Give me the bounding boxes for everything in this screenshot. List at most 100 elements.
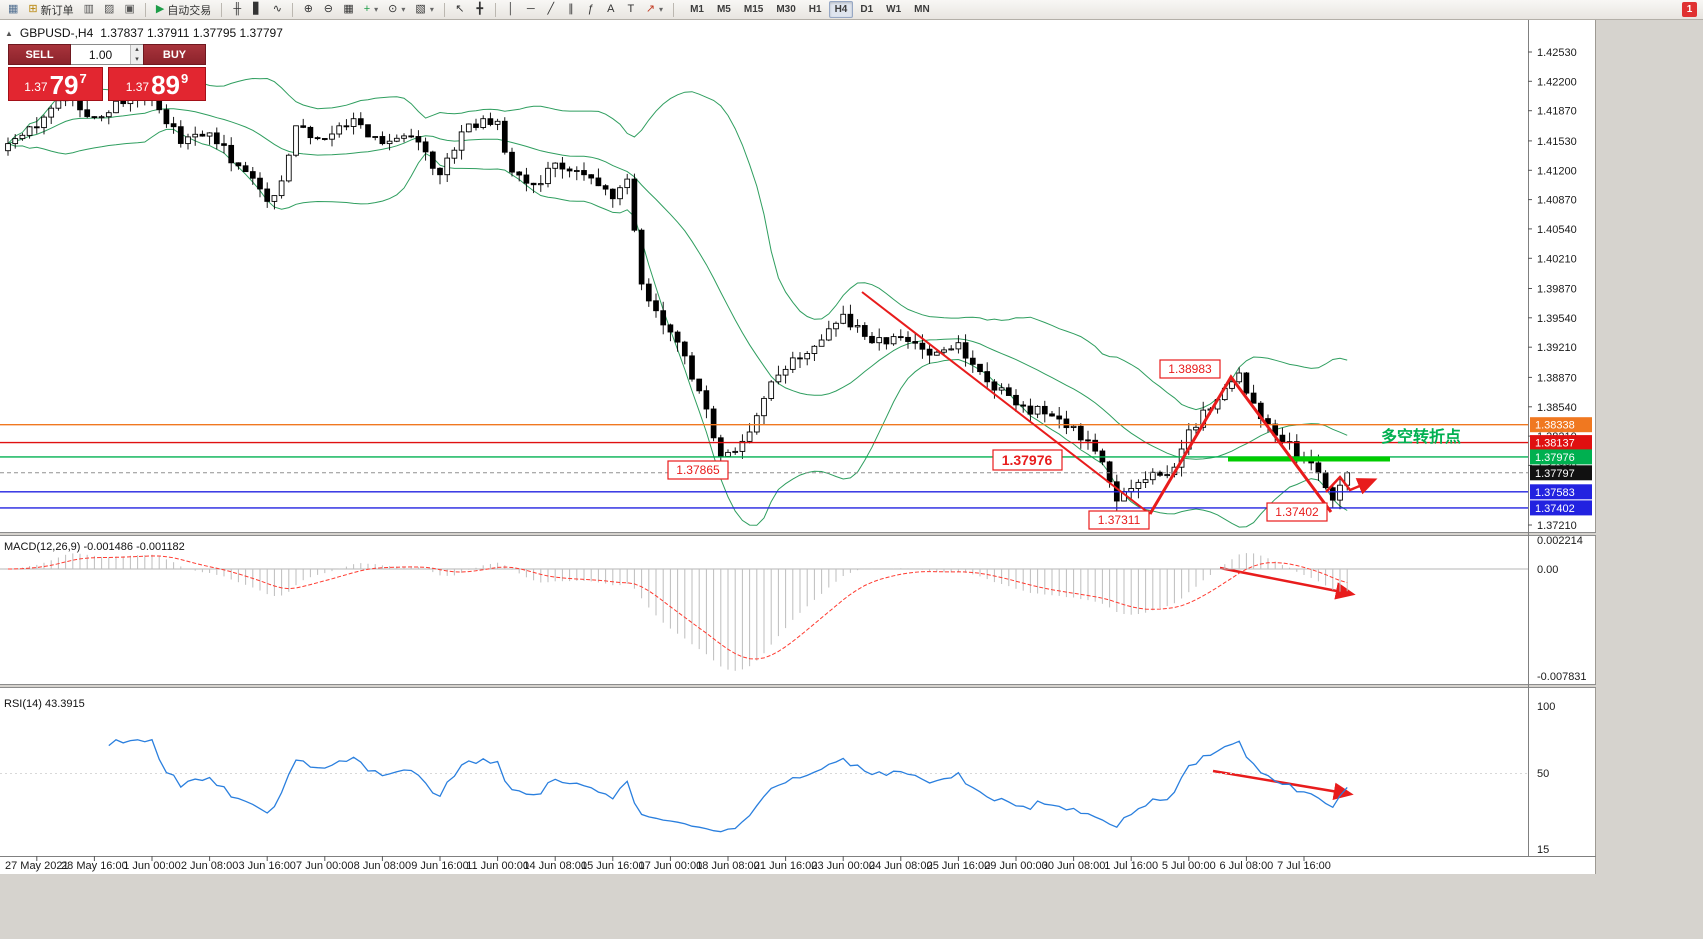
time-axis-label: 7 Jun 00:00	[296, 860, 354, 872]
volume-field: ▴ ▾	[71, 44, 143, 65]
volume-input[interactable]	[71, 45, 130, 64]
buy-price-prefix: 1.37	[125, 80, 150, 94]
templates-menu-icon: ▧	[415, 3, 426, 15]
profiles-button[interactable]: ▨	[100, 1, 118, 18]
sell-price-button[interactable]: 1.37 79 7	[8, 67, 103, 101]
price-axis-tick: 1.40210	[1537, 253, 1577, 265]
indicators-add-button[interactable]: + ▾	[360, 1, 382, 18]
time-axis-label: 11 Jun 00:00	[466, 860, 529, 872]
zoom-in-button[interactable]: ⊕	[299, 1, 317, 18]
data-window-button[interactable]: ▣	[120, 1, 138, 18]
vertical-line-tool-button[interactable]: │	[502, 1, 520, 18]
time-axis-label: 23 Jun 00:00	[811, 860, 875, 872]
volume-increase-button[interactable]: ▴	[131, 45, 143, 55]
tile-windows-button[interactable]: ▦	[339, 1, 357, 18]
time-axis-label: 1 Jun 00:00	[123, 860, 181, 872]
axes: 1.42530 1.42200 1.41870 1.41530 1.41200 1.408…	[0, 20, 1596, 872]
text-tool-button[interactable]: A	[602, 1, 620, 18]
crosshair-tool-button[interactable]: ╋	[471, 1, 489, 18]
timeframe-mn-button[interactable]: MN	[914, 4, 930, 15]
equidistant-channel-tool-button[interactable]: ∥	[562, 1, 580, 18]
trend-arrow[interactable]	[1219, 566, 1356, 600]
trend-arrow[interactable]	[1325, 475, 1378, 495]
rsi-panel	[0, 738, 1528, 833]
zoom-out-button[interactable]: ⊖	[319, 1, 337, 18]
zoom-out-icon: ⊖	[323, 3, 333, 15]
time-axis-label: 5 Jul 00:00	[1162, 860, 1216, 872]
arrows-tool-icon: ↗	[645, 3, 656, 15]
new-order-button[interactable]: ⊞ 新订单	[24, 1, 77, 18]
chart-ohlc-values: 1.37837 1.37911 1.37795 1.37797	[100, 26, 283, 40]
rsi-axis-tick: 100	[1537, 701, 1555, 713]
price-callouts: 1.38983 1.37976 1.37865 1.37311 1.37402 多空转折点	[667, 359, 1461, 530]
cursor-tool-icon: ↖	[455, 3, 465, 15]
volume-decrease-button[interactable]: ▾	[131, 54, 143, 64]
timeframe-h4-button[interactable]: H4	[828, 1, 854, 18]
toolbar: ▦ ⊞ 新订单 ▥ ▨ ▣ ▶ 自动交易 ╫ ▋ ∿ ⊕ ⊖ ▦ + ▾ ⊙ ▾ ▧ ▾ ↖ ╋ │ ─ ╱ ∥ ƒ A T ↗ ▾ M1 M…	[0, 0, 1703, 20]
zoom-in-icon: ⊕	[303, 3, 313, 15]
timeframe-m5-button[interactable]: M5	[716, 4, 731, 15]
price-axis-tick: 1.41530	[1537, 136, 1577, 148]
price-axis-tick: 1.41200	[1537, 165, 1577, 177]
line-chart-mode-button[interactable]: ∿	[268, 1, 286, 18]
level-price-badge: 1.37402	[1535, 503, 1575, 515]
trade-panel-toggle-icon[interactable]: ▲	[5, 28, 13, 38]
trend-arrow[interactable]	[1148, 374, 1333, 515]
timeframe-m1-button[interactable]: M1	[690, 4, 704, 15]
bar-chart-mode-button[interactable]: ╫	[228, 1, 246, 18]
bollinger-upper	[7, 77, 1348, 411]
time-axis-label: 7 Jul 16:00	[1277, 860, 1331, 872]
sell-button[interactable]: SELL	[8, 44, 71, 65]
timeframe-m15-button[interactable]: M15	[743, 4, 764, 15]
buy-price-main: 89	[151, 70, 181, 101]
price-callout: 1.37976	[1002, 452, 1053, 468]
periods-menu-caret-icon: ▾	[401, 5, 406, 14]
periods-menu-icon: ⊙	[388, 3, 398, 15]
buy-price-button[interactable]: 1.37 89 9	[108, 67, 206, 101]
sell-price-main: 79	[49, 70, 79, 101]
time-axis-label: 2 Jun 08:00	[181, 860, 239, 872]
charts-list-icon: ▥	[83, 3, 95, 15]
trend-arrow[interactable]	[861, 291, 1151, 515]
trend-arrows[interactable]	[861, 291, 1378, 800]
timeframe-m30-button[interactable]: M30	[776, 4, 796, 15]
price-axis-tick: 1.37210	[1537, 520, 1577, 532]
charts-list-button[interactable]: ▥	[80, 1, 98, 18]
toolbar-separator	[292, 2, 294, 17]
arrows-tool-button[interactable]: ↗ ▾	[642, 1, 667, 18]
arrows-tool-caret-icon: ▾	[659, 5, 664, 14]
autotrading-icon: ▶	[155, 3, 165, 15]
templates-menu-caret-icon: ▾	[429, 5, 434, 14]
candlestick-mode-button[interactable]: ▋	[248, 1, 266, 18]
time-axis-label: 9 Jun 16:00	[411, 860, 469, 872]
buy-button[interactable]: BUY	[143, 44, 206, 65]
price-axis-tick: 1.39210	[1537, 342, 1577, 354]
timeframe-d1-button[interactable]: D1	[860, 4, 874, 15]
bar-chart-mode-icon: ╫	[233, 3, 242, 15]
horizontal-line-tool-button[interactable]: ─	[522, 1, 540, 18]
new-chart-button[interactable]: ▦	[4, 1, 22, 18]
templates-menu-button[interactable]: ▧ ▾	[411, 1, 437, 18]
timeframe-h1-button[interactable]: H1	[808, 4, 822, 15]
time-axis-label: 27 May 2021	[5, 860, 69, 872]
macd-axis-tick: 0.00	[1537, 564, 1558, 576]
new-order-icon: ⊞	[28, 3, 38, 15]
macd-label: MACD(12,26,9) -0.001486 -0.001182	[4, 541, 185, 553]
time-axis-label: 3 Jun 16:00	[238, 860, 296, 872]
trend-arrow[interactable]	[1212, 769, 1354, 800]
chart-annotation-text: 多空转折点	[1381, 427, 1461, 446]
periods-menu-button[interactable]: ⊙ ▾	[384, 1, 409, 18]
alert-badge[interactable]: 1	[1682, 2, 1697, 17]
horizontal-line-tool-icon: ─	[526, 3, 535, 15]
trendline-tool-button[interactable]: ╱	[542, 1, 560, 18]
text-label-tool-button[interactable]: T	[622, 1, 640, 18]
autotrading-label: 自动交易	[167, 4, 212, 17]
timeframe-w1-button[interactable]: W1	[886, 4, 902, 15]
autotrading-button[interactable]: ▶ 自动交易	[152, 1, 215, 18]
cursor-tool-button[interactable]: ↖	[451, 1, 469, 18]
chart-canvas[interactable]: 1.38983 1.37976 1.37865 1.37311 1.37402 多空转折点…	[0, 20, 1596, 874]
time-axis-label: 18 Jun 08:00	[696, 860, 760, 872]
price-axis-tick: 1.38540	[1537, 402, 1577, 414]
fibonacci-tool-button[interactable]: ƒ	[582, 1, 600, 18]
time-axis-label: 25 Jun 16:00	[927, 860, 991, 872]
